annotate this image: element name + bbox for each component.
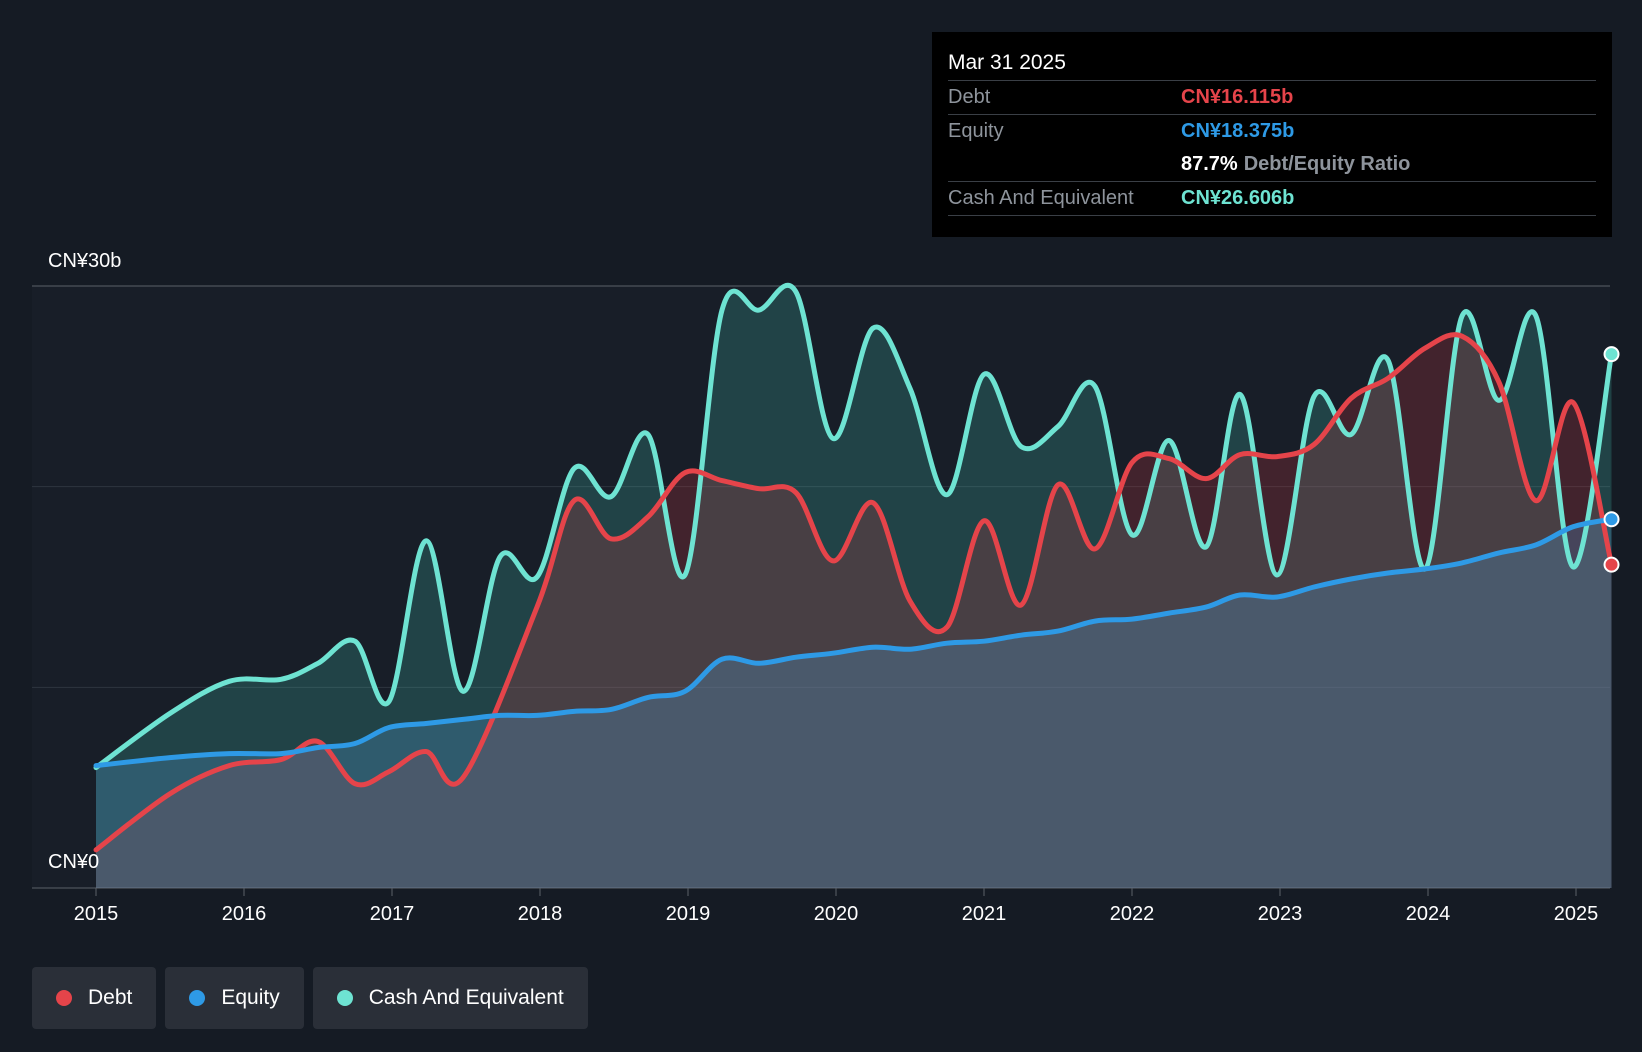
y-axis-bottom-label: CN¥0 [48, 851, 100, 873]
series-lines [93, 282, 1614, 853]
tooltip-equity-value: CN¥18.375b [1181, 120, 1295, 142]
tooltip-ratio: 87.7% Debt/Equity Ratio [1181, 148, 1410, 181]
debt-area [96, 334, 1612, 888]
x-axis-ticks: 2015 2016 2017 2018 2019 2020 2021 2022 2023 2024… [74, 888, 1599, 925]
tooltip-equity-row: Equity CN¥18.375b [948, 115, 1596, 148]
x-tick-label-2016: 2016 [222, 903, 267, 925]
tooltip-panel: Mar 31 2025 Debt CN¥16.115b Equity CN¥18… [932, 32, 1612, 237]
tooltip-ratio-value: 87.7% [1181, 153, 1238, 175]
tooltip-ratio-row: 87.7% Debt/Equity Ratio [948, 148, 1596, 182]
tooltip-equity-label: Equity [948, 120, 1004, 142]
cash-area [96, 285, 1612, 888]
cash-line [93, 282, 1614, 771]
x-tick-label-2021: 2021 [962, 903, 1007, 925]
tooltip-debt-value: CN¥16.115b [1181, 86, 1294, 108]
tooltip-debt-row: Debt CN¥16.115b [948, 81, 1596, 115]
cash-dot-icon [336, 990, 353, 1006]
debt-dot-icon [56, 990, 72, 1006]
x-tick-label-2023: 2023 [1258, 903, 1303, 925]
debt-end-point [1603, 556, 1620, 573]
debt-line [93, 332, 1614, 853]
tooltip-debt-label: Debt [948, 86, 991, 108]
tooltip-ratio-label: Debt/Equity Ratio [1243, 153, 1411, 175]
y-axis-top-label: CN¥30b [48, 250, 122, 272]
x-tick-label-2018: 2018 [518, 903, 563, 925]
gridlines [32, 285, 1610, 889]
x-tick-label-2024: 2024 [1406, 903, 1451, 925]
legend-debt-label: Debt [88, 986, 133, 1009]
x-tick-label-2017: 2017 [370, 903, 415, 925]
x-tick-label-2015: 2015 [74, 903, 119, 925]
legend-item-debt[interactable]: Debt [32, 967, 157, 1029]
x-tick-label-2019: 2019 [666, 903, 711, 925]
tooltip-ratio-spacer [948, 148, 1181, 181]
legend-cash-label: Cash And Equivalent [368, 986, 564, 1009]
equity-line [93, 516, 1614, 769]
tooltip-cash-value: CN¥26.606b [1181, 187, 1295, 209]
legend-item-cash[interactable]: Cash And Equivalent [312, 967, 588, 1029]
equity-dot-icon [189, 990, 206, 1006]
tooltip-cash-row: Cash And Equivalent CN¥26.606b [948, 182, 1596, 216]
cash-end-point [1603, 346, 1620, 363]
chart-legend: Debt Equity Cash And Equivalent [32, 967, 588, 1029]
x-tick-label-2022: 2022 [1110, 903, 1155, 925]
series-areas [96, 285, 1612, 888]
x-tick-label-2025: 2025 [1554, 903, 1599, 925]
x-tick-label-2020: 2020 [814, 903, 859, 925]
tooltip-date: Mar 31 2025 [948, 46, 1596, 81]
equity-end-point [1603, 511, 1620, 528]
chart-plot-highlight [32, 286, 1610, 888]
series-end-markers [1603, 346, 1620, 573]
tooltip-cash-label: Cash And Equivalent [948, 187, 1134, 209]
legend-item-equity[interactable]: Equity [165, 967, 304, 1029]
legend-equity-label: Equity [221, 986, 280, 1009]
equity-area [96, 519, 1612, 888]
